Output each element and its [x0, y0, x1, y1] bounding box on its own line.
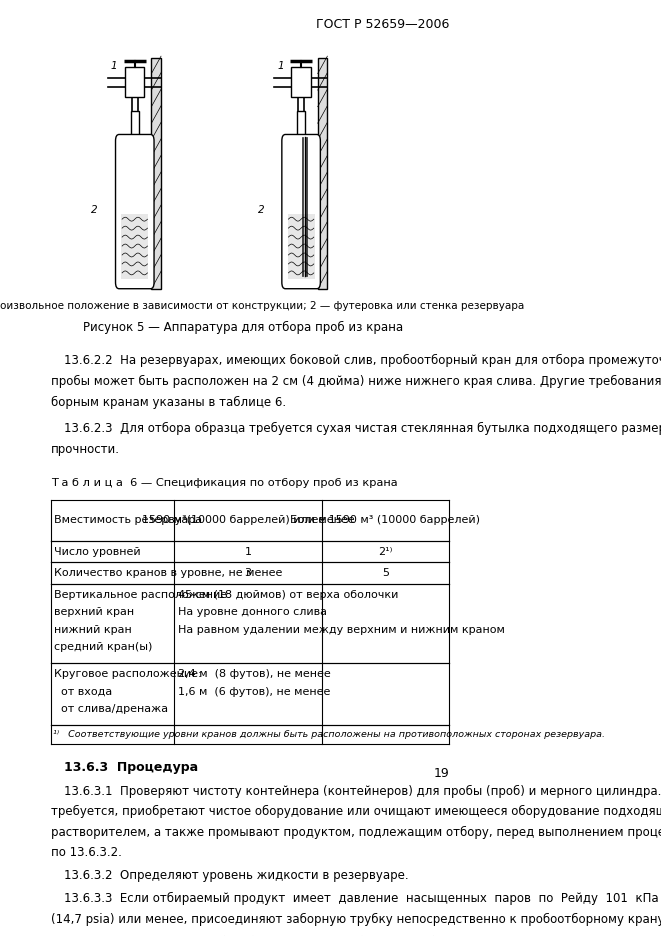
Text: Более 1590 м³ (10000 баррелей): Более 1590 м³ (10000 баррелей) [290, 516, 481, 525]
Text: 13.6.2.3  Для отбора образца требуется сухая чистая стеклянная бутылка подходяще: 13.6.2.3 Для отбора образца требуется су… [64, 422, 661, 435]
Text: Число уровней: Число уровней [54, 547, 141, 557]
Text: верхний кран: верхний кран [54, 607, 134, 618]
FancyBboxPatch shape [116, 135, 154, 288]
Bar [125, 67, 144, 97]
Text: 2: 2 [91, 205, 98, 214]
Bar [288, 214, 315, 279]
Text: 2,4 м  (8 футов), не менее: 2,4 м (8 футов), не менее [178, 669, 330, 680]
Text: прочности.: прочности. [51, 443, 120, 456]
Text: растворителем, а также промывают продуктом, подлежащим отбору, перед выполнением: растворителем, а также промывают продукт… [51, 826, 661, 839]
Text: 2: 2 [258, 205, 264, 214]
Text: На уровне донного слива: На уровне донного слива [178, 607, 327, 618]
Text: Т а б л и ц а  6 — Спецификация по отбору проб из крана: Т а б л и ц а 6 — Спецификация по отбору… [51, 477, 397, 488]
Text: 1: 1 [277, 61, 284, 71]
Bar [131, 110, 139, 140]
Text: 1: 1 [245, 547, 251, 557]
Text: 1590 м³(10000 баррелей) или менее: 1590 м³(10000 баррелей) или менее [141, 516, 354, 525]
Text: 19: 19 [433, 767, 449, 780]
Text: 1 — произвольное положение в зависимости от конструкции; 2 — футеровка или стенк: 1 — произвольное положение в зависимости… [0, 300, 524, 311]
Text: Круговое расположение:: Круговое расположение: [54, 669, 202, 680]
Text: Вместимость резервуара: Вместимость резервуара [54, 516, 202, 525]
Text: На равном удалении между верхним и нижним краном: На равном удалении между верхним и нижни… [178, 625, 504, 635]
Bar [151, 58, 161, 288]
Text: 45 см (18 дюймов) от верха оболочки: 45 см (18 дюймов) от верха оболочки [178, 590, 398, 600]
Text: 3: 3 [245, 568, 251, 578]
Bar [121, 214, 148, 279]
Text: нижний кран: нижний кран [54, 625, 132, 635]
Text: от слива/дренажа: от слива/дренажа [54, 704, 169, 714]
Bar [318, 58, 327, 288]
Text: 2¹⁾: 2¹⁾ [378, 547, 393, 557]
FancyBboxPatch shape [282, 135, 321, 288]
Text: борным кранам указаны в таблице 6.: борным кранам указаны в таблице 6. [51, 396, 286, 409]
Text: (14,7 psia) или менее, присоединяют заборную трубку непосредственно к пробоотбор: (14,7 psia) или менее, присоединяют забо… [51, 913, 661, 926]
Text: 1,6 м  (6 футов), не менее: 1,6 м (6 футов), не менее [178, 687, 330, 696]
Text: Рисунок 5 — Аппаратура для отбора проб из крана: Рисунок 5 — Аппаратура для отбора проб и… [83, 321, 403, 334]
Text: 13.6.3.3  Если отбираемый продукт  имеет  давление  насыщенных  паров  по  Рейду: 13.6.3.3 Если отбираемый продукт имеет д… [64, 892, 658, 905]
Text: пробы может быть расположен на 2 см (4 дюйма) ниже нижнего края слива. Другие тр: пробы может быть расположен на 2 см (4 д… [51, 375, 661, 388]
Text: ¹⁾   Соответствующие уровни кранов должны быть расположены на противоположных ст: ¹⁾ Соответствующие уровни кранов должны … [54, 729, 605, 739]
Text: 5: 5 [382, 568, 389, 578]
Text: Вертикальное расположение:: Вертикальное расположение: [54, 590, 231, 600]
Text: средний кран(ы): средний кран(ы) [54, 642, 153, 652]
Text: 1: 1 [111, 61, 118, 71]
Text: 13.6.3.2  Определяют уровень жидкости в резервуаре.: 13.6.3.2 Определяют уровень жидкости в р… [64, 870, 408, 883]
Text: 13.6.3.1  Проверяют чистоту контейнера (контейнеров) для пробы (проб) и мерного : 13.6.3.1 Проверяют чистоту контейнера (к… [64, 784, 661, 797]
Text: от входа: от входа [54, 687, 112, 696]
Text: 13.6.3  Процедура: 13.6.3 Процедура [64, 761, 198, 774]
Bar [292, 67, 311, 97]
Text: Количество кранов в уровне, не менее: Количество кранов в уровне, не менее [54, 568, 283, 578]
Text: 13.6.2.2  На резервуарах, имеющих боковой слив, пробоотборный кран для отбора пр: 13.6.2.2 На резервуарах, имеющих боковой… [64, 355, 661, 368]
Bar [297, 110, 305, 140]
Text: по 13.6.3.2.: по 13.6.3.2. [51, 846, 122, 859]
Text: ГОСТ Р 52659—2006: ГОСТ Р 52659—2006 [316, 18, 449, 31]
Text: требуется, приобретают чистое оборудование или очищают имеющееся оборудование по: требуется, приобретают чистое оборудован… [51, 805, 661, 818]
